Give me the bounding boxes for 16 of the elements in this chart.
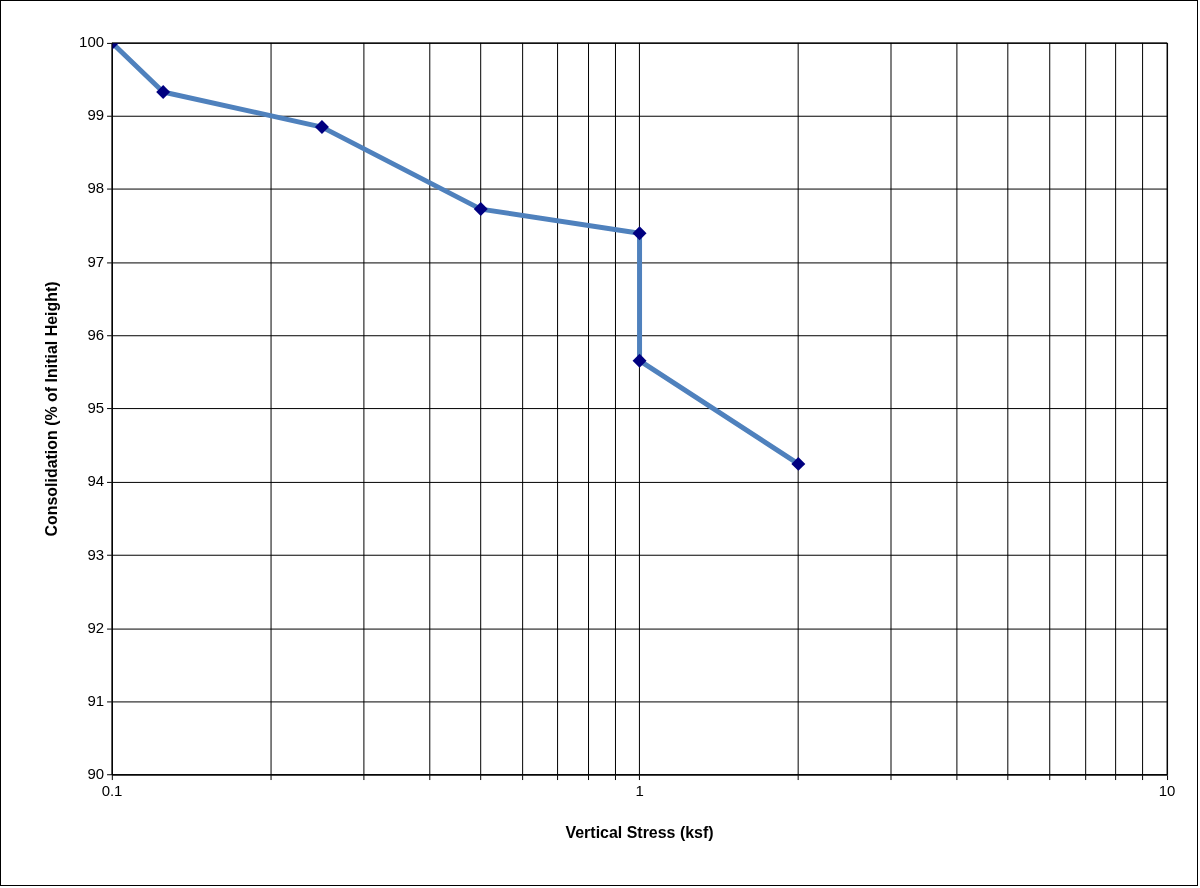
y-tick-label: 91 <box>87 691 105 709</box>
x-tick-label: 1 <box>635 782 644 800</box>
y-tick-label: 95 <box>87 399 105 417</box>
y-tick-label: 93 <box>87 545 105 563</box>
x-tick-label: 10 <box>1158 782 1176 800</box>
y-tick-label: 99 <box>87 106 105 124</box>
y-tick-label: 92 <box>87 618 105 636</box>
y-tick-label: 94 <box>87 472 105 490</box>
y-axis-title: Consolidation (% of Initial Height) <box>42 281 60 537</box>
y-tick-label: 97 <box>87 252 105 270</box>
y-tick-label: 90 <box>87 765 105 783</box>
x-axis-title: Vertical Stress (ksf) <box>565 823 714 841</box>
x-tick-label: 0.1 <box>101 782 123 800</box>
y-tick-label: 96 <box>87 325 105 343</box>
y-tick-label: 100 <box>79 33 105 51</box>
y-tick-label: 98 <box>87 179 105 197</box>
